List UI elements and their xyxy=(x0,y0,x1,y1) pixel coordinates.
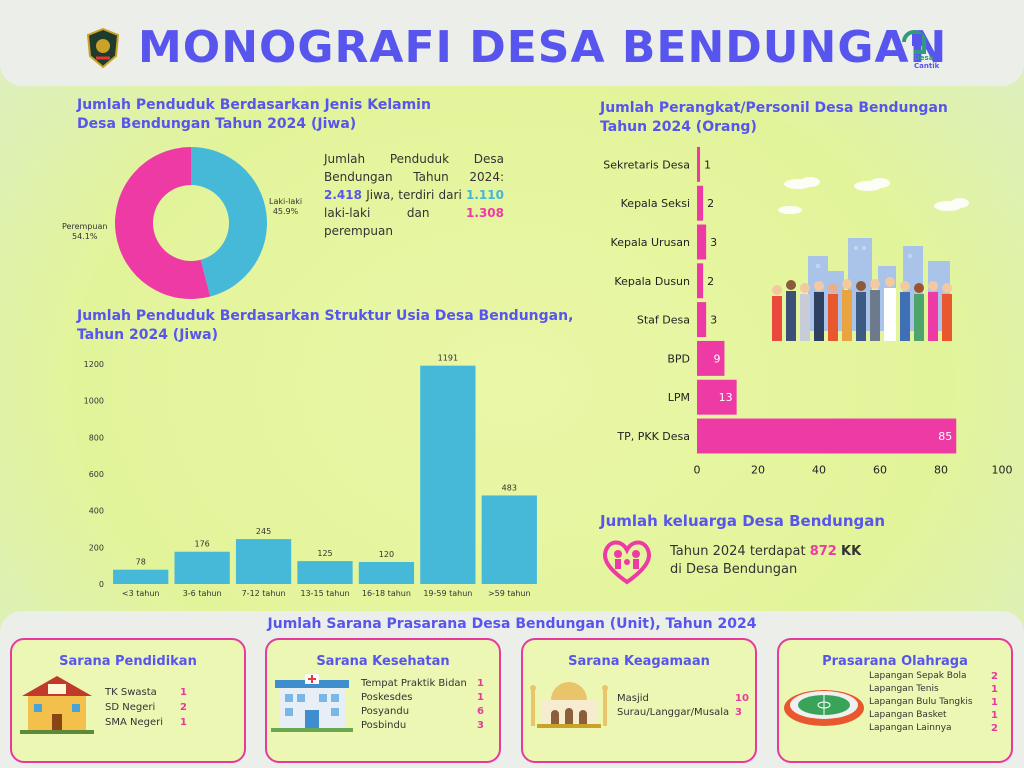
age-category-label: 13-15 tahun xyxy=(300,589,349,598)
donut-label-male: Laki-laki 45.9% xyxy=(269,197,303,216)
hospital-icon xyxy=(271,674,353,732)
family-title: Jumlah keluarga Desa Bendungan xyxy=(600,512,886,530)
staff-data-label: 2 xyxy=(707,197,714,210)
age-category-label: 7-12 tahun xyxy=(242,589,286,598)
staff-xtick: 100 xyxy=(992,463,1013,475)
age-bar xyxy=(235,539,292,584)
desa-cantik-logo: Desa Cantik xyxy=(898,28,946,74)
staff-bar xyxy=(697,263,704,299)
city-people-illustration xyxy=(772,177,969,341)
staff-category-label: Kepala Urusan xyxy=(611,236,690,249)
gender-title: Jumlah Penduduk Berdasarkan Jenis Kelami… xyxy=(77,97,431,132)
staff-xtick: 60 xyxy=(873,463,887,475)
staff-data-label: 3 xyxy=(710,236,717,249)
age-bar xyxy=(297,561,353,584)
card-religion: Sarana Keagamaan Masjid 10 Surau/Langgar/… xyxy=(521,638,757,763)
staff-bar xyxy=(697,379,737,415)
age-bar-chart: 0 200 400 600 800 1000 1200 78 <3 tahun 176 3-6 ta… xyxy=(84,354,537,598)
age-ytick: 0 xyxy=(99,580,104,589)
staff-data-label: 3 xyxy=(710,314,717,327)
mosque-icon xyxy=(530,682,608,728)
age-data-label: 125 xyxy=(317,549,332,558)
age-category-label: 19-59 tahun xyxy=(423,589,472,598)
staff-xtick: 0 xyxy=(694,463,701,475)
staff-bar xyxy=(697,185,704,221)
staff-category-label: Kepala Seksi xyxy=(621,197,690,210)
family-value: 872 xyxy=(809,544,837,559)
age-bar xyxy=(358,562,415,584)
age-bar xyxy=(481,495,537,584)
age-bar xyxy=(174,551,230,584)
staff-category-label: BPD xyxy=(667,352,690,365)
card-health: Sarana Kesehatan Tempat Praktik Bidan 1 P… xyxy=(265,638,501,763)
age-data-label: 120 xyxy=(379,550,394,559)
page-title: MONOGRAFI DESA BENDUNGAN xyxy=(138,22,948,73)
age-category-label: 3-6 tahun xyxy=(183,589,222,598)
card-sports: Prasarana Olahraga Lapangan Sepak Bola 2 … xyxy=(777,638,1013,763)
staff-category-label: LPM xyxy=(668,391,690,404)
family-icon xyxy=(603,540,651,585)
staff-bar xyxy=(697,224,707,260)
facilities-title: Jumlah Sarana Prasarana Desa Bendungan (… xyxy=(267,616,757,632)
age-ytick: 400 xyxy=(89,507,104,516)
age-ytick: 600 xyxy=(89,470,104,479)
header-bar xyxy=(0,0,1024,86)
staff-bar xyxy=(697,418,957,454)
gender-summary: Jumlah Penduduk Desa Bendungan Tahun 202… xyxy=(324,152,504,238)
staff-title: Jumlah Perangkat/Personil Desa Bendungan… xyxy=(600,100,948,135)
staff-data-label: 2 xyxy=(707,275,714,288)
staff-category-label: Staf Desa xyxy=(637,314,690,327)
staff-category-label: Sekretaris Desa xyxy=(603,158,690,171)
staff-xtick: 80 xyxy=(934,463,948,475)
staff-bar xyxy=(697,302,707,338)
card-education: Sarana Pendidikan TK Swasta 1 SD Negeri 2 … xyxy=(10,638,246,763)
age-ytick: 1200 xyxy=(84,360,104,369)
age-title: Jumlah Penduduk Berdasarkan Struktur Usi… xyxy=(77,308,574,343)
regency-logo xyxy=(86,27,120,69)
staff-xtick: 40 xyxy=(812,463,826,475)
age-bar xyxy=(420,365,476,584)
family-text: Tahun 2024 terdapat 872 KK di Desa Bendu… xyxy=(670,544,862,577)
staff-data-label: 13 xyxy=(719,391,733,404)
donut-label-female: Perempuan 54.1% xyxy=(62,222,108,241)
staff-bar xyxy=(697,340,725,376)
age-bar xyxy=(113,569,169,584)
age-data-label: 176 xyxy=(195,540,210,549)
stadium-icon xyxy=(784,690,864,726)
staff-category-label: Kepala Dusun xyxy=(614,275,690,288)
gender-donut xyxy=(114,147,267,299)
staff-category-label: TP, PKK Desa xyxy=(616,430,690,443)
age-category-label: 16-18 tahun xyxy=(362,589,411,598)
staff-data-label: 1 xyxy=(704,158,711,171)
age-data-label: 78 xyxy=(136,558,146,567)
age-data-label: 245 xyxy=(256,527,271,536)
staff-bar xyxy=(697,146,701,182)
staff-bar-chart: Sekretaris Desa 1 Kepala Seksi 2 Kepala Urus… xyxy=(603,146,1013,475)
age-data-label: 1191 xyxy=(438,354,458,363)
donut-slice-female xyxy=(114,147,211,299)
age-ytick: 200 xyxy=(89,543,104,552)
school-icon xyxy=(20,676,94,734)
donut-slice-male xyxy=(191,147,267,297)
staff-xtick: 20 xyxy=(751,463,765,475)
age-category-label: <3 tahun xyxy=(122,589,160,598)
age-ytick: 800 xyxy=(89,433,104,442)
staff-data-label: 9 xyxy=(713,352,720,365)
age-category-label: >59 tahun xyxy=(488,589,531,598)
age-ytick: 1000 xyxy=(84,397,104,406)
age-data-label: 483 xyxy=(502,483,517,492)
staff-data-label: 85 xyxy=(938,430,952,443)
